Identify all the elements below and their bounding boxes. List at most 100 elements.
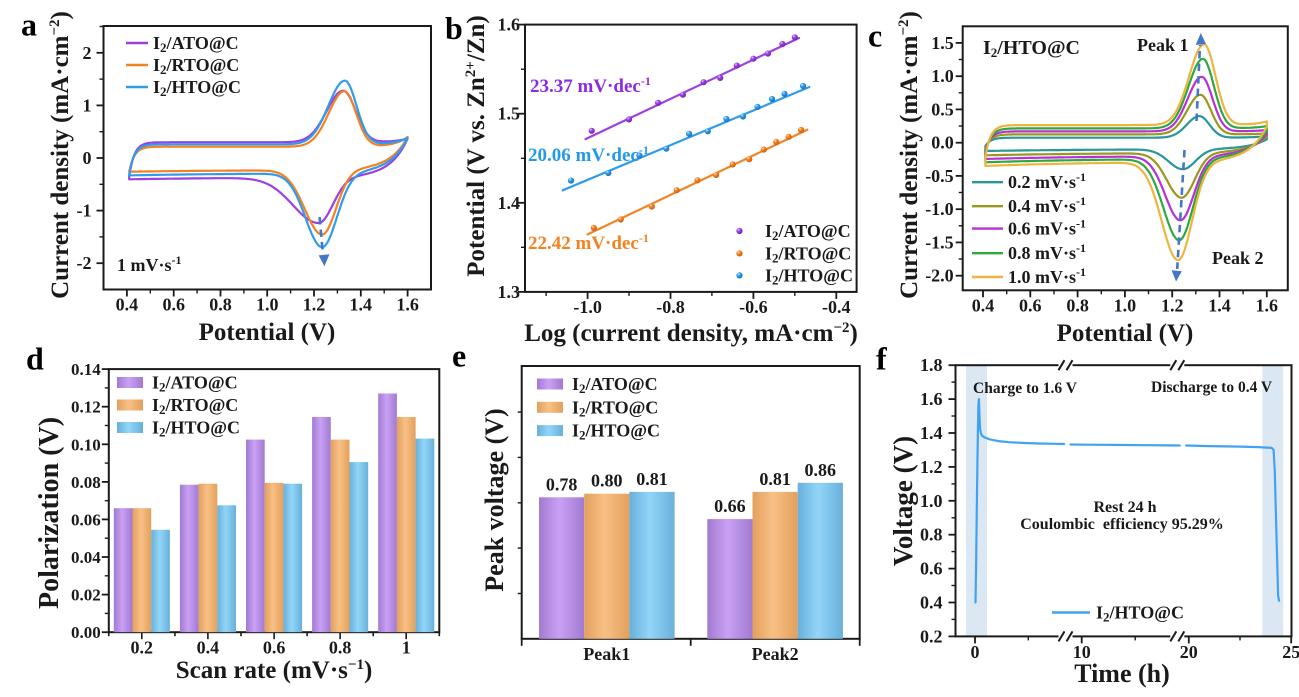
svg-text:0.78: 0.78: [546, 474, 578, 494]
svg-text:Polarization (V): Polarization (V): [34, 417, 65, 609]
svg-text:0.86: 0.86: [805, 460, 837, 480]
svg-text:a: a: [21, 7, 37, 43]
svg-text:0.5: 0.5: [931, 99, 954, 119]
svg-text:1.4: 1.4: [350, 295, 373, 315]
svg-text:Discharge to 0.4 V: Discharge to 0.4 V: [1151, 379, 1273, 396]
svg-text:I2/RTO@C: I2/RTO@C: [572, 397, 658, 419]
svg-text:-0.6: -0.6: [739, 297, 768, 317]
svg-text:1.4: 1.4: [1208, 295, 1231, 315]
svg-text:-1: -1: [77, 201, 92, 221]
svg-text:1.5: 1.5: [498, 104, 521, 124]
svg-text:0.81: 0.81: [759, 469, 791, 489]
svg-text:Potential (V): Potential (V): [1057, 320, 1194, 347]
svg-text:1 mV·s​-1: 1 mV·s​-1: [117, 253, 182, 275]
svg-text:c: c: [868, 18, 882, 54]
svg-text:0.66: 0.66: [714, 496, 746, 516]
svg-text:1.4: 1.4: [920, 423, 943, 443]
svg-text:0.00: 0.00: [71, 623, 101, 642]
svg-text:22.42 mV·dec-1: 22.42 mV·dec-1: [528, 231, 649, 254]
svg-text:0.8: 0.8: [920, 525, 943, 545]
svg-text:1.8: 1.8: [920, 355, 943, 375]
svg-text:10: 10: [1073, 642, 1091, 662]
svg-text:0: 0: [83, 148, 92, 168]
svg-text:-1.5: -1.5: [925, 232, 954, 252]
svg-text:I2/ATO@C: I2/ATO@C: [572, 374, 658, 396]
svg-text:Charge to 1.6 V: Charge to 1.6 V: [973, 380, 1078, 397]
svg-text:Peak 2: Peak 2: [1212, 248, 1264, 268]
svg-text:1.6: 1.6: [920, 389, 943, 409]
svg-text:Potential (V vs. Zn2+/Zn): Potential (V vs. Zn2+/Zn): [463, 15, 490, 276]
svg-text:0.80: 0.80: [591, 471, 623, 491]
svg-text:0.08: 0.08: [71, 473, 101, 492]
svg-text:23.37 mV·dec-1: 23.37 mV·dec-1: [530, 74, 651, 97]
svg-text:d: d: [26, 341, 44, 377]
svg-text:0.2: 0.2: [920, 626, 943, 646]
svg-text:1.2: 1.2: [920, 457, 943, 477]
svg-text:0.8: 0.8: [209, 295, 232, 315]
svg-text:0.6: 0.6: [263, 638, 286, 658]
svg-text:1.0: 1.0: [1114, 295, 1137, 315]
svg-text:e: e: [452, 338, 466, 374]
svg-text:-1.0: -1.0: [925, 199, 954, 219]
svg-text:Peak 1: Peak 1: [1137, 35, 1189, 55]
svg-text:-2: -2: [77, 253, 92, 273]
svg-text:I2/HTO@C: I2/HTO@C: [153, 77, 241, 99]
svg-text:Peak voltage (V): Peak voltage (V): [480, 408, 509, 591]
svg-text:Potential (V): Potential (V): [199, 319, 336, 346]
svg-text:0.4 mV·s-1: 0.4 mV·s-1: [1008, 194, 1086, 216]
svg-text:1.6: 1.6: [498, 15, 521, 35]
svg-text:0.4: 0.4: [972, 295, 995, 315]
svg-text:I2/ATO@C: I2/ATO@C: [153, 33, 239, 55]
svg-text:0.4: 0.4: [197, 638, 220, 658]
svg-text:b: b: [445, 10, 463, 46]
svg-text:0.6: 0.6: [1019, 295, 1042, 315]
svg-text:25: 25: [1282, 642, 1299, 662]
svg-text:Scan rate (mV·s−1): Scan rate (mV·s−1): [176, 657, 373, 684]
svg-text:0.6: 0.6: [920, 559, 943, 579]
svg-text:0.4: 0.4: [920, 593, 943, 613]
svg-text:0.2 mV·s-1: 0.2 mV·s-1: [1008, 170, 1086, 192]
svg-text:Rest 24 h: Rest 24 h: [1093, 499, 1156, 516]
svg-text:-1.0: -1.0: [573, 297, 602, 317]
svg-text:0.06: 0.06: [71, 510, 101, 529]
svg-text:I2/HTO@C: I2/HTO@C: [572, 421, 660, 443]
svg-text:20.06 mV·dec-1: 20.06 mV·dec-1: [528, 143, 649, 166]
svg-text:0.6 mV·s-1: 0.6 mV·s-1: [1008, 217, 1086, 239]
svg-text:I2/RTO@C: I2/RTO@C: [153, 55, 239, 77]
svg-text:0.10: 0.10: [71, 435, 101, 454]
svg-text:Voltage (V): Voltage (V): [888, 436, 918, 566]
svg-text:20: 20: [1180, 642, 1198, 662]
svg-text:0.8 mV·s-1: 0.8 mV·s-1: [1008, 241, 1086, 263]
svg-text:0.0: 0.0: [931, 133, 954, 153]
svg-text:1.2: 1.2: [1161, 295, 1184, 315]
svg-text:0: 0: [971, 642, 980, 662]
svg-text:1.0 mV·s-1: 1.0 mV·s-1: [1008, 265, 1086, 287]
svg-text:1.6: 1.6: [1256, 295, 1279, 315]
svg-text:0.04: 0.04: [71, 548, 101, 567]
svg-text:0.14: 0.14: [71, 360, 101, 379]
svg-text:1.4: 1.4: [498, 193, 521, 213]
svg-text:1: 1: [402, 638, 411, 658]
svg-text:0.6: 0.6: [162, 295, 185, 315]
svg-text:I2/HTO@C: I2/HTO@C: [152, 418, 240, 440]
svg-text:I2/RTO@C: I2/RTO@C: [152, 395, 238, 417]
svg-text:0.2: 0.2: [131, 638, 154, 658]
svg-text:0.4: 0.4: [116, 295, 139, 315]
svg-text:I2/HTO@C: I2/HTO@C: [765, 265, 853, 287]
svg-text:2: 2: [83, 43, 92, 63]
svg-text:I2/ATO@C: I2/ATO@C: [765, 221, 851, 243]
svg-text:-2.0: -2.0: [925, 266, 954, 286]
svg-text:f: f: [876, 341, 887, 377]
svg-text:Coulombic efficiency 95.29%: Coulombic efficiency 95.29%: [1020, 516, 1224, 533]
svg-text:1.2: 1.2: [303, 295, 326, 315]
svg-text:1.6: 1.6: [396, 295, 419, 315]
svg-text:1.5: 1.5: [931, 33, 954, 53]
svg-text:1: 1: [83, 95, 92, 115]
svg-text:I2/RTO@C: I2/RTO@C: [765, 243, 851, 265]
svg-text:-0.4: -0.4: [822, 297, 851, 317]
svg-text:I2/ATO@C: I2/ATO@C: [152, 373, 238, 395]
svg-text:Log (current density, mA·cm−2): Log (current density, mA·cm−2): [524, 320, 858, 347]
svg-text:1.0: 1.0: [920, 491, 943, 511]
svg-text:Current density (mA·cm−2): Current density (mA·cm−2): [47, 11, 74, 299]
svg-text:Time (h): Time (h): [1074, 659, 1170, 688]
